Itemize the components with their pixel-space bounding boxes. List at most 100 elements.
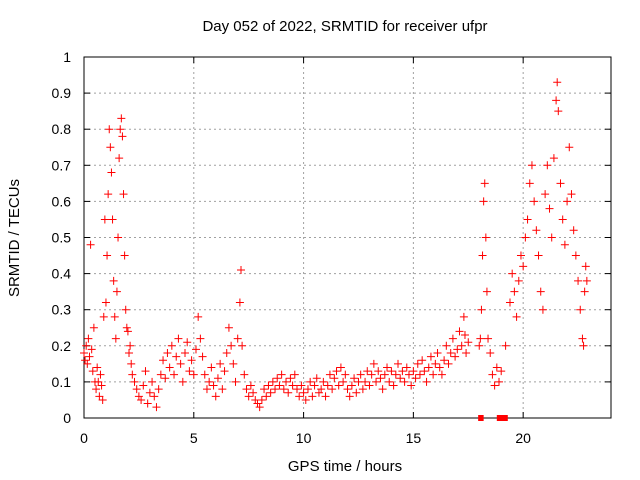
data-point — [411, 374, 420, 383]
data-point — [549, 154, 558, 163]
data-point — [310, 381, 319, 390]
data-point — [440, 356, 449, 365]
y-tick-label: 0.6 — [52, 193, 72, 209]
data-point — [363, 367, 372, 376]
x-tick-label: 15 — [406, 430, 422, 446]
data-point — [547, 233, 556, 242]
data-point — [176, 359, 185, 368]
y-tick-label: 0.2 — [52, 338, 72, 354]
data-point — [541, 190, 550, 199]
gap-markers — [478, 415, 508, 421]
data-point — [238, 341, 247, 350]
data-point — [80, 349, 88, 358]
data-point — [538, 305, 547, 314]
data-point — [347, 381, 356, 390]
data-point — [383, 363, 392, 372]
data-point — [154, 385, 163, 394]
data-point — [569, 226, 578, 235]
data-point — [288, 381, 297, 390]
data-point — [116, 125, 125, 134]
data-point — [523, 215, 532, 224]
data-point — [534, 251, 543, 260]
data-point — [341, 370, 350, 379]
data-point — [303, 385, 312, 394]
data-point — [582, 276, 591, 285]
x-tick-label: 10 — [296, 430, 312, 446]
data-point — [297, 381, 306, 390]
data-point — [581, 262, 590, 271]
data-point — [422, 377, 431, 386]
data-point — [482, 287, 491, 296]
data-point — [490, 381, 499, 390]
data-point — [486, 349, 495, 358]
data-point — [578, 334, 587, 343]
data-point — [255, 403, 264, 412]
data-point — [396, 374, 405, 383]
y-tick-label: 0 — [63, 410, 71, 426]
data-point — [398, 367, 407, 376]
data-point — [431, 359, 440, 368]
data-point — [558, 215, 567, 224]
y-tick-label: 0.4 — [52, 266, 72, 282]
data-point — [301, 395, 310, 404]
data-point — [525, 179, 534, 188]
data-point — [478, 251, 487, 260]
data-point — [143, 399, 152, 408]
data-point — [462, 349, 471, 358]
data-point — [510, 287, 519, 296]
data-point — [209, 381, 218, 390]
data-point — [277, 370, 286, 379]
data-point — [148, 377, 157, 386]
data-point — [181, 349, 190, 358]
data-point — [497, 367, 506, 376]
data-point — [545, 204, 554, 213]
data-point — [380, 370, 389, 379]
data-point — [334, 381, 343, 390]
data-point — [552, 96, 561, 105]
data-point — [282, 377, 291, 386]
data-point — [178, 377, 187, 386]
data-point — [290, 370, 299, 379]
data-point — [532, 226, 541, 235]
data-point — [553, 78, 562, 87]
data-point — [145, 388, 154, 397]
data-point — [84, 334, 93, 343]
data-point — [115, 154, 124, 163]
data-point — [295, 392, 304, 401]
data-point — [367, 370, 376, 379]
y-tick-label: 0.9 — [52, 85, 72, 101]
data-point — [402, 363, 411, 372]
data-point — [330, 374, 339, 383]
data-point — [563, 197, 572, 206]
data-point — [512, 312, 521, 321]
data-point — [83, 359, 92, 368]
data-point — [141, 367, 150, 376]
data-point — [429, 370, 438, 379]
x-axis-label: GPS time / hours — [288, 458, 402, 475]
data-point — [207, 363, 216, 372]
data-point — [350, 374, 359, 383]
data-point — [89, 323, 98, 332]
data-point — [271, 385, 280, 394]
data-point — [191, 345, 200, 354]
data-point — [314, 388, 323, 397]
data-point — [95, 392, 104, 401]
data-point — [82, 341, 91, 350]
data-point — [224, 323, 233, 332]
data-point — [187, 356, 196, 365]
data-point — [97, 381, 106, 390]
data-point — [202, 385, 211, 394]
data-point — [211, 392, 220, 401]
data-point — [134, 392, 143, 401]
data-point — [161, 374, 170, 383]
data-point — [527, 161, 536, 170]
data-point — [444, 359, 453, 368]
data-point — [233, 334, 242, 343]
data-point — [361, 377, 370, 386]
data-point — [437, 370, 446, 379]
data-point — [111, 334, 120, 343]
data-point — [543, 161, 552, 170]
data-point — [87, 345, 96, 354]
data-point — [216, 359, 225, 368]
data-point — [200, 370, 209, 379]
